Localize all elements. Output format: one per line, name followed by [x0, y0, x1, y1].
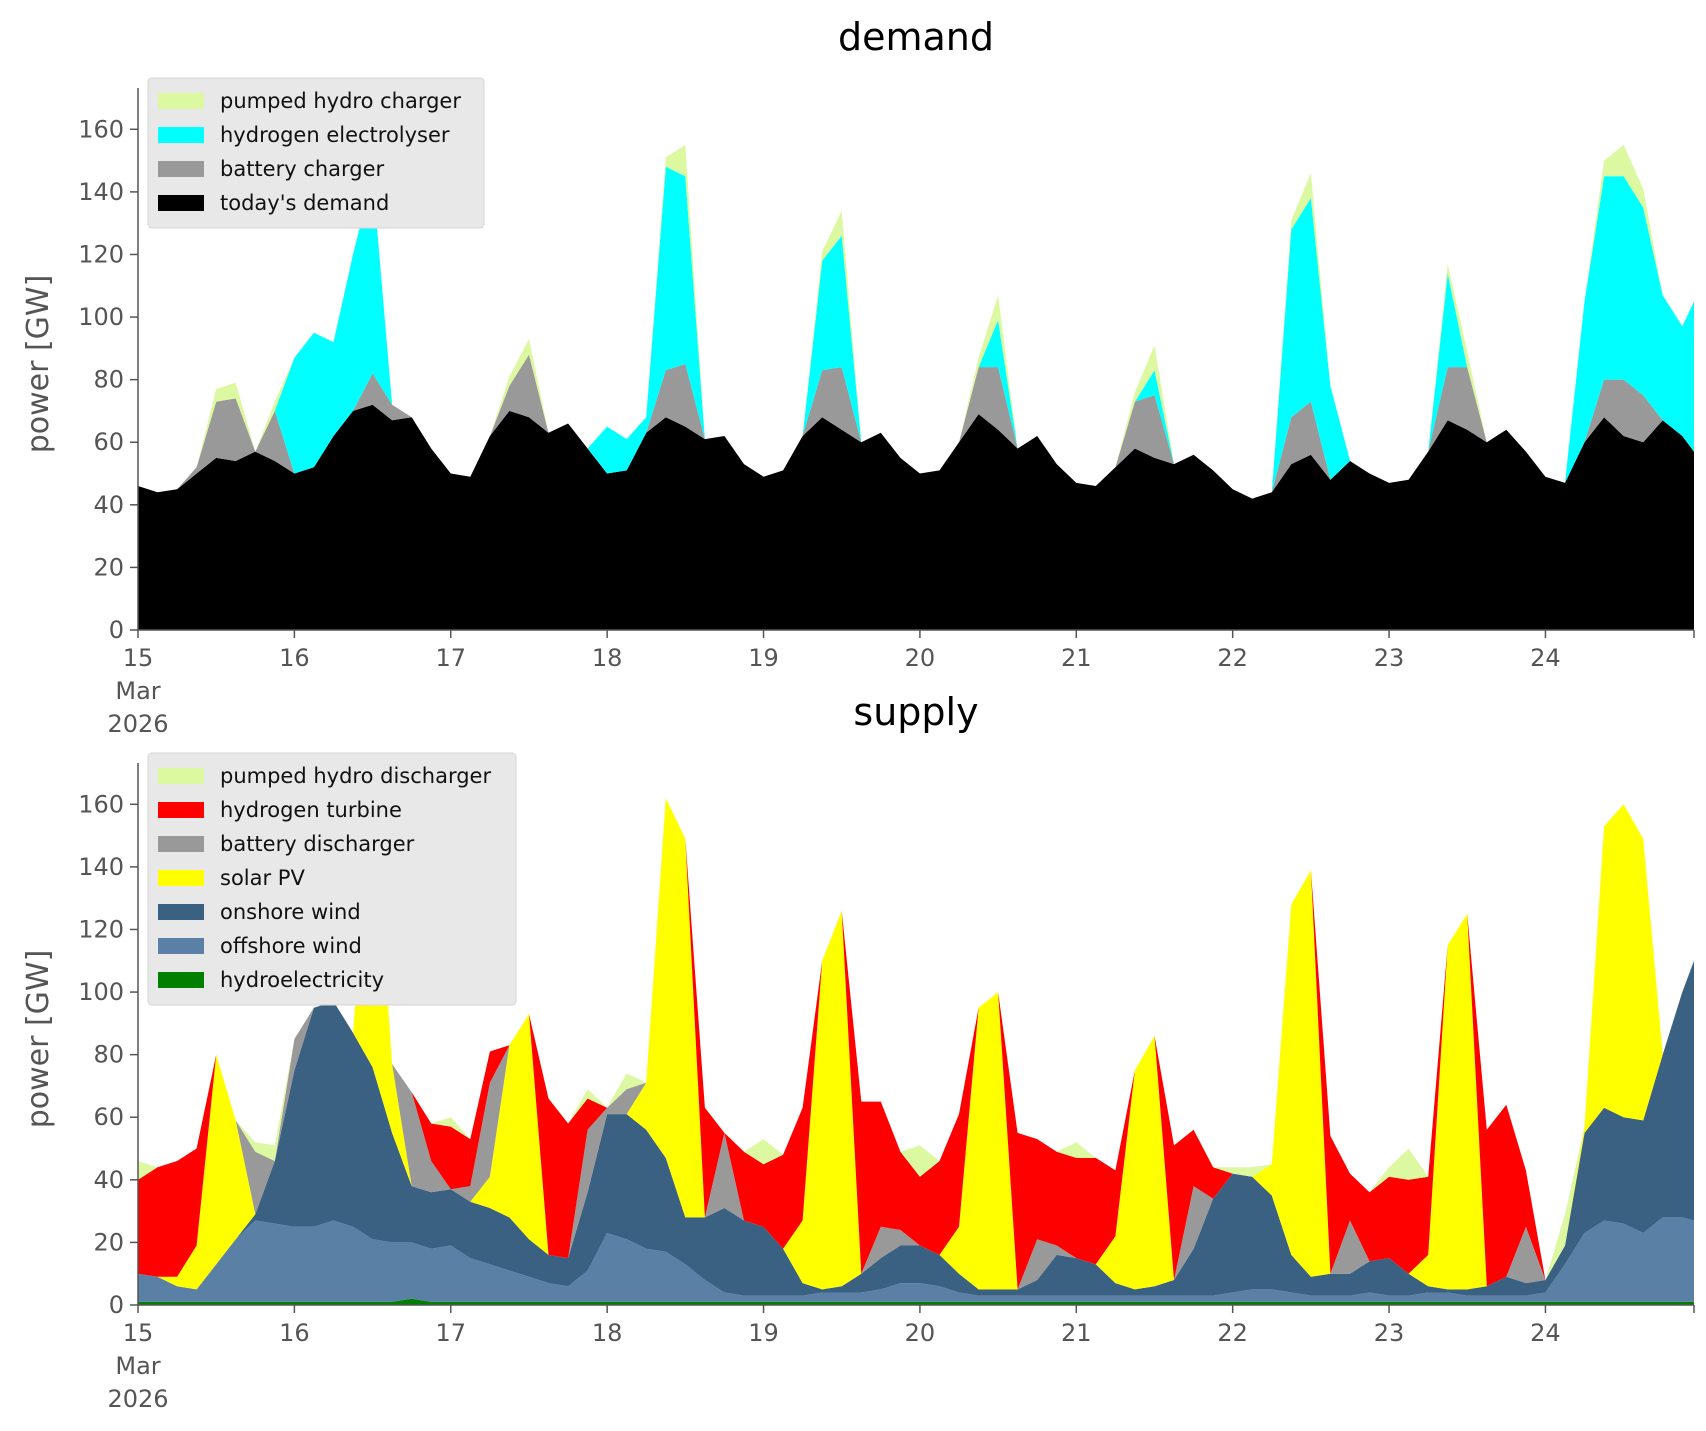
chart-title: demand	[838, 15, 994, 59]
area-hydrogen-electrolyser	[138, 166, 1694, 499]
area-battery-charger	[138, 354, 1694, 499]
legend-box	[147, 752, 517, 1006]
y-tick-label: 0	[109, 616, 124, 644]
legend-entry-battery-discharger: battery discharger	[220, 832, 415, 856]
legend-entry-onshore-wind: onshore wind	[220, 900, 361, 924]
legend-entry-pumped-hydro-discharger: pumped hydro discharger	[220, 764, 491, 788]
x-date-sublabel: 2026	[107, 710, 168, 738]
x-tick-label: 20	[905, 644, 936, 672]
x-tick-label: 19	[748, 644, 779, 672]
legend-swatch	[158, 161, 204, 177]
y-tick-label: 100	[78, 978, 124, 1006]
y-tick-label: 60	[93, 428, 124, 456]
x-tick-label: 21	[1061, 644, 1092, 672]
y-tick-label: 120	[78, 915, 124, 943]
x-date-sublabel: 2026	[107, 1385, 168, 1413]
x-tick-label: 24	[1530, 644, 1561, 672]
x-tick-label: 22	[1217, 644, 1248, 672]
x-date-sublabel: Mar	[115, 1352, 160, 1380]
x-tick-label: 17	[435, 644, 466, 672]
x-tick-label: 21	[1061, 1319, 1092, 1347]
x-tick-label: 24	[1530, 1319, 1561, 1347]
y-tick-label: 0	[109, 1291, 124, 1319]
legend-swatch	[158, 802, 204, 818]
legend-entry-offshore-wind: offshore wind	[220, 934, 362, 958]
x-tick-label: 15	[123, 644, 154, 672]
x-tick-label: 23	[1374, 1319, 1405, 1347]
y-axis-label: power [GW]	[21, 275, 56, 454]
y-tick-label: 20	[93, 1228, 124, 1256]
legend-swatch	[158, 938, 204, 954]
area-solar-pv	[138, 779, 1694, 1290]
x-tick-label: 18	[592, 1319, 623, 1347]
area-today-s-demand	[138, 404, 1694, 630]
legend-entry-hydrogen-turbine: hydrogen turbine	[220, 798, 402, 822]
legend-swatch	[158, 93, 204, 109]
legend-swatch	[158, 195, 204, 211]
x-tick-label: 15	[123, 1319, 154, 1347]
y-tick-label: 80	[93, 1041, 124, 1069]
x-tick-label: 17	[435, 1319, 466, 1347]
legend: pumped hydro charger hydrogen electrolyse…	[147, 77, 485, 229]
legend-swatch	[158, 904, 204, 920]
legend-entry-pumped-hydro-charger: pumped hydro charger	[220, 89, 461, 113]
area-hydroelectricity	[138, 1298, 1694, 1305]
y-tick-label: 160	[78, 115, 124, 143]
legend: pumped hydro discharger hydrogen turbine b…	[147, 752, 517, 1006]
x-tick-label: 19	[748, 1319, 779, 1347]
y-tick-label: 60	[93, 1103, 124, 1131]
y-tick-label: 40	[93, 1166, 124, 1194]
legend-entry-today-s-demand: today's demand	[220, 191, 389, 215]
area-offshore-wind	[138, 1217, 1694, 1302]
legend-entry-hydrogen-electrolyser: hydrogen electrolyser	[220, 123, 450, 147]
y-tick-label: 20	[93, 553, 124, 581]
x-tick-label: 22	[1217, 1319, 1248, 1347]
y-tick-label: 120	[78, 240, 124, 268]
y-tick-label: 80	[93, 366, 124, 394]
x-tick-label: 16	[279, 644, 310, 672]
x-tick-label: 20	[905, 1319, 936, 1347]
area-hydrogen-turbine	[138, 779, 1694, 1290]
legend-entry-battery-charger: battery charger	[220, 157, 385, 181]
x-date-sublabel: Mar	[115, 677, 160, 705]
chart-title: supply	[853, 690, 978, 734]
legend-swatch	[158, 127, 204, 143]
y-tick-label: 140	[78, 853, 124, 881]
y-tick-label: 160	[78, 790, 124, 818]
x-tick-label: 16	[279, 1319, 310, 1347]
y-tick-label: 140	[78, 178, 124, 206]
legend-swatch	[158, 768, 204, 784]
legend-entry-solar-pv: solar PV	[220, 866, 305, 890]
legend-box	[147, 77, 485, 229]
y-axis-label: power [GW]	[21, 950, 56, 1129]
y-tick-label: 100	[78, 303, 124, 331]
legend-entry-hydroelectricity: hydroelectricity	[220, 968, 384, 992]
x-tick-label: 18	[592, 644, 623, 672]
y-tick-label: 40	[93, 491, 124, 519]
x-tick-label: 23	[1374, 644, 1405, 672]
legend-swatch	[158, 836, 204, 852]
legend-swatch	[158, 870, 204, 886]
legend-swatch	[158, 972, 204, 988]
